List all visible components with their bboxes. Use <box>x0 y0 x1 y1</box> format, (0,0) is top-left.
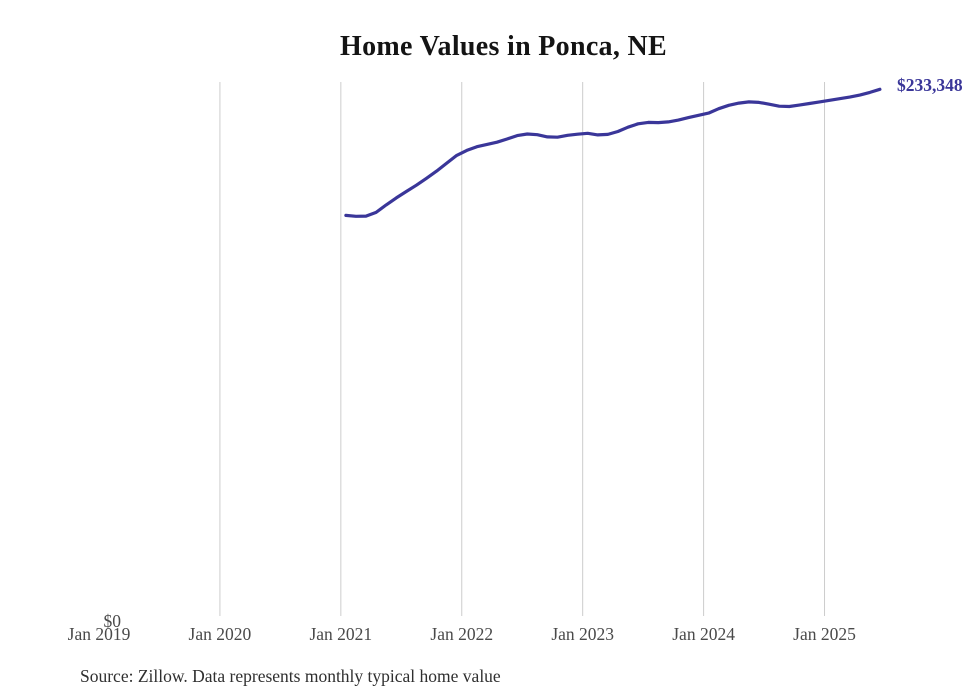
x-axis-label: Jan 2022 <box>430 624 494 644</box>
chart-title: Home Values in Ponca, NE <box>340 31 667 62</box>
x-axis-label: Jan 2023 <box>551 624 615 644</box>
x-axis-label: Jan 2024 <box>672 624 735 644</box>
source-note: Source: Zillow. Data represents monthly … <box>80 666 501 686</box>
x-axis-label: Jan 2019 <box>67 624 131 644</box>
x-axis-label: Jan 2020 <box>188 624 252 644</box>
home-value-line <box>344 87 882 218</box>
x-axis-label: Jan 2021 <box>309 624 373 644</box>
x-axis-label: Jan 2025 <box>793 624 856 644</box>
latest-value-label: $233,348 <box>897 75 963 95</box>
year-gridlines <box>219 82 826 616</box>
y-axis-zero-label: $0 <box>103 611 122 631</box>
